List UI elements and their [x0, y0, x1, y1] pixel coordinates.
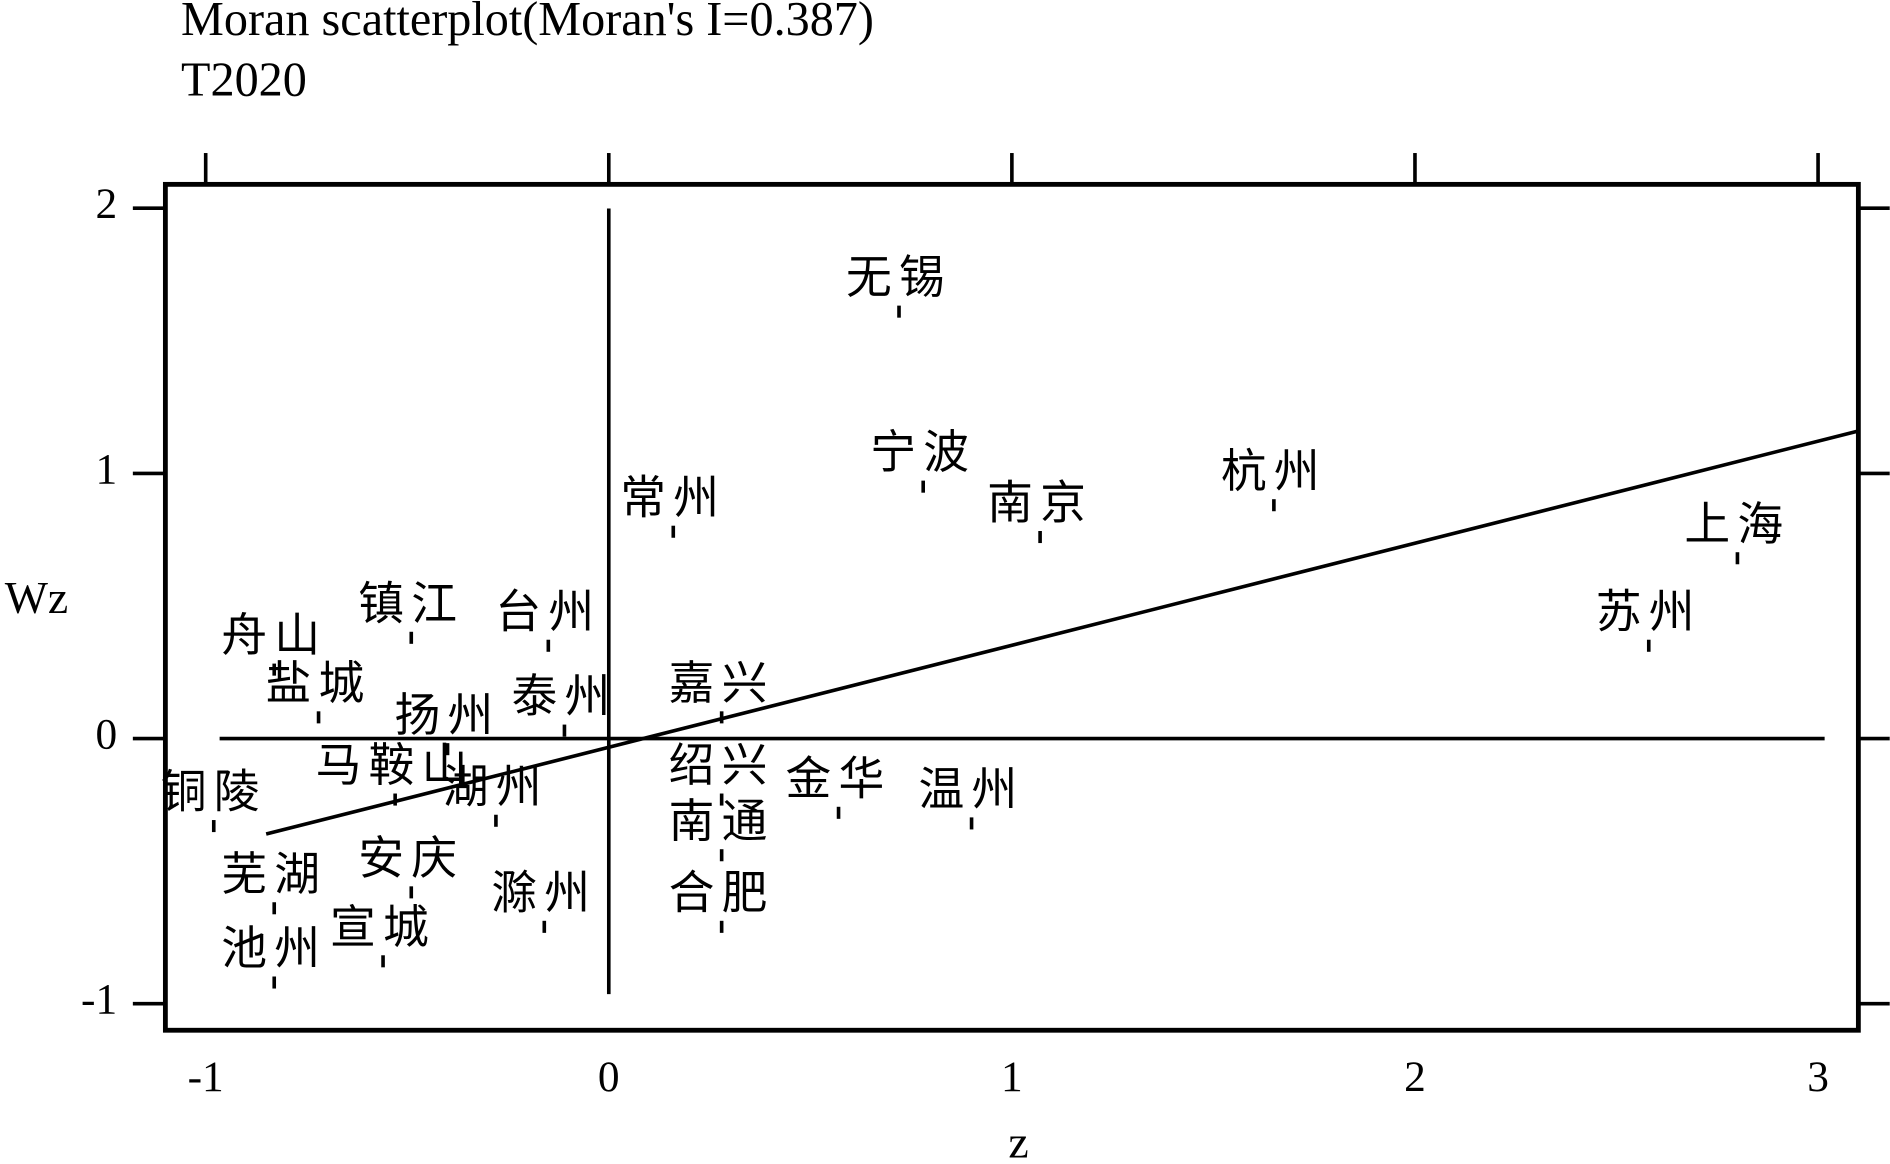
point-label: 舟山 — [221, 610, 327, 661]
point-label: 金华 — [786, 753, 892, 804]
point-label: 马鞍山 — [316, 740, 475, 791]
y-tick-label: 2 — [95, 180, 117, 228]
point-label: 盐城 — [266, 658, 372, 709]
point-label: 上海 — [1684, 499, 1790, 550]
point-label: 池州 — [221, 923, 327, 974]
point-label: 南通 — [669, 796, 775, 847]
y-tick-label: -1 — [81, 976, 117, 1024]
point-label: 安庆 — [358, 833, 464, 884]
point-label: 绍兴 — [669, 740, 775, 791]
point-label: 合肥 — [669, 867, 775, 918]
point-label: 台州 — [495, 586, 601, 637]
point-label: 嘉兴 — [669, 658, 775, 709]
chart-subtitle: T2020 — [181, 53, 307, 106]
point-label: 铜陵 — [161, 767, 267, 818]
point-label: 南京 — [987, 478, 1093, 529]
x-tick-label: 3 — [1807, 1053, 1829, 1101]
point-label: 常州 — [620, 472, 726, 523]
point-label: 湖州 — [443, 761, 549, 812]
fit-line — [265, 429, 1859, 836]
x-tick-label: 1 — [1001, 1053, 1023, 1101]
point-label: 滁州 — [491, 867, 597, 918]
x-axis-label: z — [1008, 1117, 1028, 1164]
x-tick-label: 0 — [598, 1053, 620, 1101]
point-label: 宁波 — [870, 427, 976, 478]
point-label: 温州 — [919, 764, 1025, 815]
point-label: 杭州 — [1221, 446, 1327, 497]
point-label: 泰州 — [511, 671, 617, 722]
point-label: 镇江 — [358, 578, 464, 629]
point-label: 无锡 — [846, 252, 952, 303]
chart-title: Moran scatterplot(Moran's I=0.387) — [181, 0, 874, 46]
y-axis-label: Wz — [5, 572, 69, 623]
y-tick-label: 1 — [95, 445, 117, 493]
point-label: 宣城 — [330, 902, 436, 953]
point-label: 芜湖 — [221, 849, 327, 900]
point-label: 扬州 — [395, 690, 501, 741]
y-tick-label: 0 — [95, 711, 117, 759]
point-label: 苏州 — [1596, 586, 1702, 637]
x-tick-label: 2 — [1404, 1053, 1426, 1101]
x-tick-label: -1 — [188, 1053, 224, 1101]
